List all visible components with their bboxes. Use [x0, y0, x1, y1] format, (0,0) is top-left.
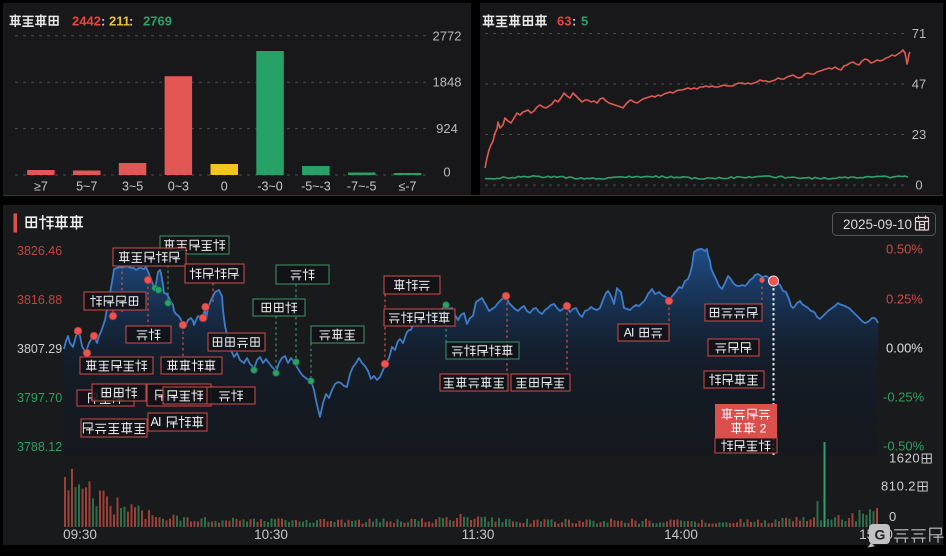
svg-text:6: 6	[897, 451, 904, 466]
svg-text:2442: 2442	[72, 14, 101, 29]
svg-text::: :	[101, 14, 105, 29]
svg-text:0: 0	[912, 451, 919, 466]
svg-text:1848: 1848	[433, 75, 462, 90]
svg-text:5~7: 5~7	[76, 180, 97, 194]
svg-text:3826.46: 3826.46	[17, 244, 62, 258]
svg-text:1: 1	[889, 479, 896, 494]
svg-text:0: 0	[915, 178, 922, 193]
svg-text:G: G	[875, 527, 886, 543]
svg-text:.: .	[904, 479, 908, 494]
svg-text:0.50%: 0.50%	[886, 242, 923, 257]
svg-text::: :	[129, 14, 133, 29]
svg-text:2: 2	[905, 451, 912, 466]
svg-text:0.00%: 0.00%	[886, 341, 923, 356]
svg-text:11:30: 11:30	[462, 527, 495, 542]
svg-text:23: 23	[912, 127, 926, 142]
svg-text:1: 1	[889, 451, 896, 466]
svg-text:924: 924	[436, 121, 458, 136]
svg-text:2025-09-10: 2025-09-10	[843, 217, 912, 232]
svg-text:3807.29: 3807.29	[17, 342, 62, 356]
svg-text:47: 47	[912, 77, 926, 92]
svg-text:-0.50%: -0.50%	[883, 439, 925, 454]
svg-text:5: 5	[581, 14, 588, 29]
svg-text:I: I	[631, 325, 634, 339]
svg-text:3~5: 3~5	[122, 180, 143, 194]
svg-text:3797.70: 3797.70	[17, 391, 62, 405]
svg-text:14:00: 14:00	[664, 527, 698, 542]
svg-text:I: I	[158, 415, 161, 429]
svg-text:63: 63	[557, 14, 571, 29]
svg-text:0.25%: 0.25%	[886, 292, 923, 307]
svg-text:2769: 2769	[143, 14, 172, 29]
svg-text:3788.12: 3788.12	[17, 440, 62, 454]
svg-text:09:30: 09:30	[63, 527, 97, 542]
svg-text:0: 0	[897, 479, 904, 494]
svg-text:A: A	[151, 415, 160, 429]
svg-text::: :	[572, 14, 576, 29]
svg-text:≥7: ≥7	[34, 180, 48, 194]
svg-text:211: 211	[109, 14, 130, 29]
svg-text:-0.25%: -0.25%	[883, 390, 925, 405]
svg-text:71: 71	[912, 26, 926, 41]
svg-text:-5~-3: -5~-3	[301, 180, 331, 194]
svg-text:2772: 2772	[433, 28, 462, 43]
svg-text:10:30: 10:30	[254, 527, 288, 542]
svg-text:A: A	[624, 325, 632, 339]
svg-text:8: 8	[881, 479, 888, 494]
svg-text:0: 0	[889, 509, 896, 524]
svg-text:2: 2	[908, 479, 915, 494]
svg-text:: 2: : 2	[753, 422, 767, 436]
svg-text:-3~0: -3~0	[257, 180, 282, 194]
svg-text:≤-7: ≤-7	[399, 180, 417, 194]
svg-text:3816.88: 3816.88	[17, 293, 62, 307]
svg-text:0: 0	[443, 165, 450, 180]
svg-text:0: 0	[221, 180, 228, 194]
svg-text:0~3: 0~3	[168, 180, 189, 194]
svg-text:-7~-5: -7~-5	[347, 180, 377, 194]
